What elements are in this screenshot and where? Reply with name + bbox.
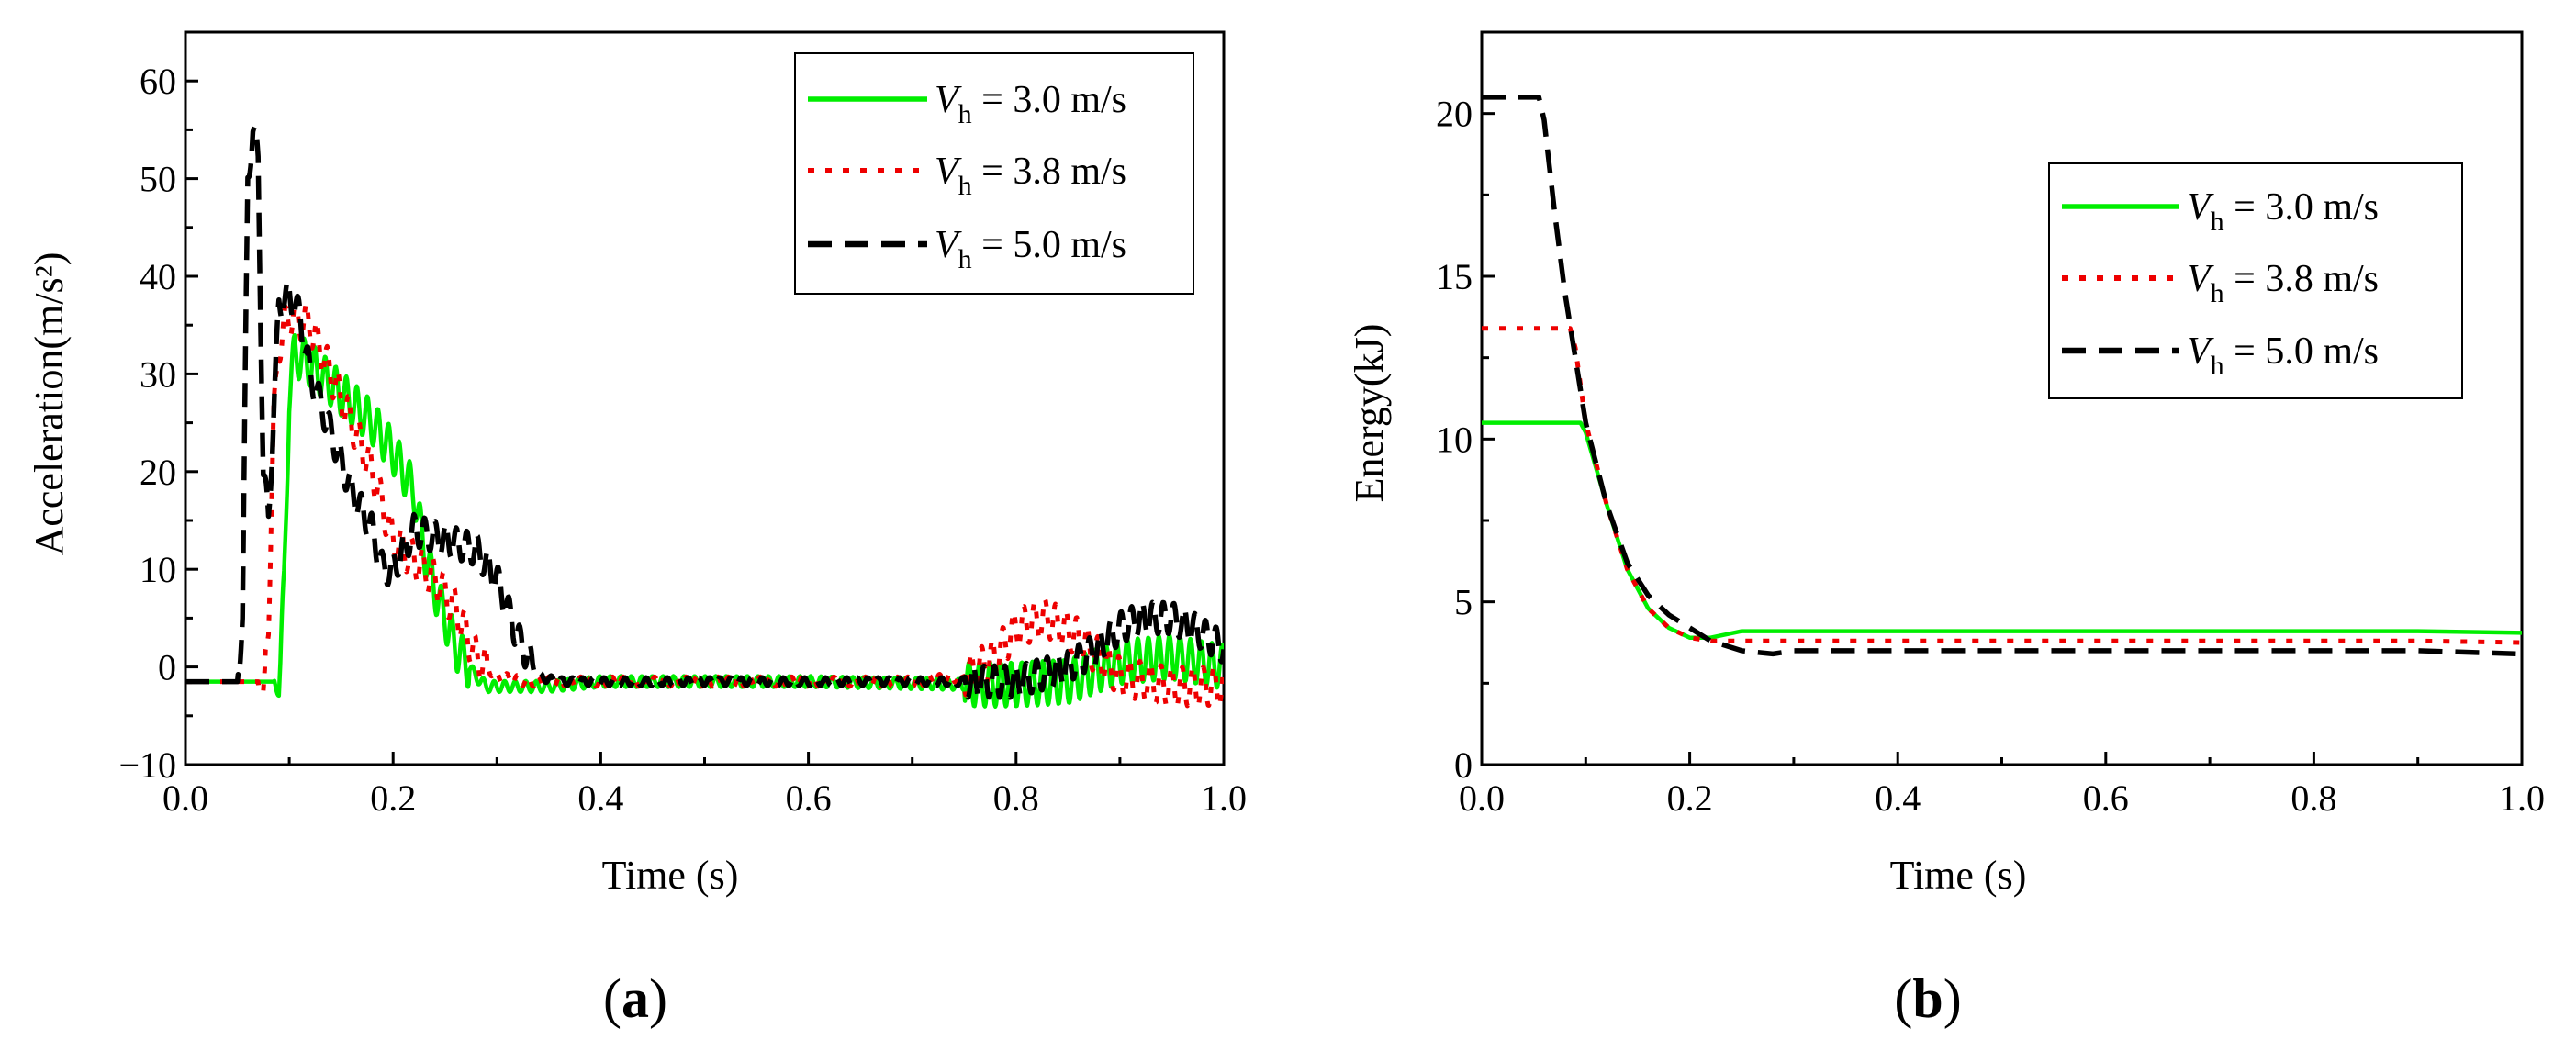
panel-b-label-letter: b <box>1912 968 1943 1029</box>
panel-a-x-tick-label: 0.6 <box>786 777 832 819</box>
panel-b-series-3-line <box>1482 95 2522 657</box>
panel-a-x-tick-label: 1.0 <box>1201 777 1247 819</box>
panel-a-y-tick-label: 40 <box>140 256 176 297</box>
panel-a-y-tick-label: −10 <box>118 744 176 786</box>
panel-a-clipped-series <box>185 124 1224 709</box>
panel-a-legend-label-2: Vh = 3.8 m/s <box>935 151 1126 201</box>
panel-b-clipped-series <box>1482 95 2522 657</box>
panel-b-y-tick-label: 0 <box>1454 744 1473 786</box>
panel-b-ticks: 0.0 0.2 0.4 0.6 0.8 1.0 0 5 10 15 20 <box>1436 94 2545 819</box>
panel-a-y-tick-label: 10 <box>140 549 176 590</box>
panel-b-label: (b) <box>1894 968 1961 1029</box>
panel-a-series-3-line <box>185 124 1224 700</box>
panel-b-x-tick-label: 0.8 <box>2290 777 2336 819</box>
panel-a-x-tick-label: 0.8 <box>993 777 1039 819</box>
panel-b-x-tick-label: 0.2 <box>1667 777 1713 819</box>
panel-a-ticks: 0.0 0.2 0.4 0.6 0.8 1.0 −10 0 10 20 30 40 50 60 <box>118 61 1247 819</box>
panel-a-acceleration-chart: 0.0 0.2 0.4 0.6 0.8 1.0 −10 0 10 20 30 40 50 60 Vh = … <box>27 30 1247 1029</box>
panel-b-x-axis-title: Time (s) <box>1890 853 2027 898</box>
panel-b-y-tick-label: 20 <box>1436 94 1473 135</box>
panel-b-x-tick-label: 0.6 <box>2083 777 2129 819</box>
panel-b-legend-label-3: Vh = 5.0 m/s <box>2187 330 2379 381</box>
panel-b-legend: Vh = 3.0 m/s Vh = 3.8 m/s Vh = 5.0 m/s <box>2048 162 2463 399</box>
panel-b-legend-label-1: Vh = 3.0 m/s <box>2187 186 2379 237</box>
panel-a-x-axis-title: Time (s) <box>602 853 739 898</box>
panel-a-x-tick-label: 0.2 <box>370 777 416 819</box>
panel-b-series-2-line <box>1482 326 2522 645</box>
panel-a-y-tick-label: 0 <box>158 647 176 688</box>
panel-a-y-tick-label: 30 <box>140 353 176 395</box>
panel-b-x-tick-label: 1.0 <box>2499 777 2545 819</box>
panel-a-series-2-line <box>185 296 1224 709</box>
panel-a-y-axis-title: Acceleration(m/s²) <box>27 252 72 556</box>
panel-a-y-tick-label: 60 <box>140 61 176 102</box>
panel-a-label: (a) <box>603 968 667 1029</box>
panel-b-series-layer <box>1482 95 2522 657</box>
panel-a-x-tick-label: 0.4 <box>577 777 623 819</box>
panel-b-y-tick-label: 10 <box>1436 419 1473 460</box>
panel-a-series-layer <box>185 124 1224 709</box>
panel-a-x-tick-label: 0.0 <box>162 777 208 819</box>
panel-a-legend: Vh = 3.0 m/s Vh = 3.8 m/s Vh = 5.0 m/s <box>794 52 1194 295</box>
panel-b-x-tick-label: 0.4 <box>1875 777 1921 819</box>
panel-b-series-1-line <box>1482 420 2522 640</box>
panel-a-y-tick-label: 50 <box>140 159 176 200</box>
panel-a-series-1-line <box>185 332 1224 709</box>
panel-b-y-axis-title: Energy(kJ) <box>1347 324 1392 503</box>
panel-b-y-tick-label: 5 <box>1454 582 1473 623</box>
panel-a-legend-label-1: Vh = 3.0 m/s <box>935 79 1126 129</box>
panel-b-legend-label-2: Vh = 3.8 m/s <box>2187 258 2379 308</box>
panel-a-label-letter: a <box>622 968 649 1029</box>
panel-b-x-tick-label: 0.0 <box>1459 777 1505 819</box>
panel-b-y-tick-label: 15 <box>1436 256 1473 297</box>
panel-a-y-tick-label: 20 <box>140 452 176 493</box>
panel-a-legend-label-3: Vh = 5.0 m/s <box>935 224 1126 274</box>
